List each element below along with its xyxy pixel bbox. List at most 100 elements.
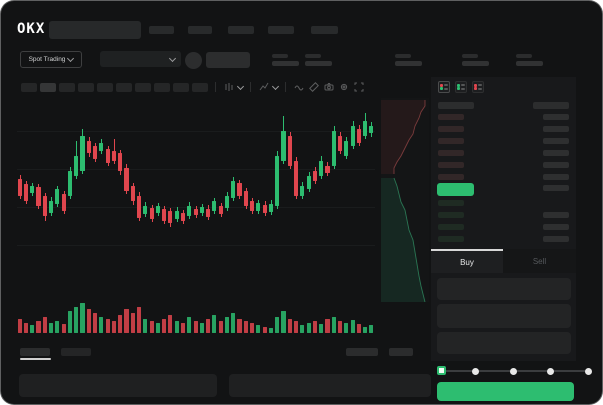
- pair-selector-dropdown[interactable]: [100, 51, 181, 67]
- volume-bar: [356, 324, 361, 333]
- market-type-dropdown[interactable]: Spot Trading: [20, 51, 82, 68]
- book-view-bids-only-icon[interactable]: [455, 81, 467, 93]
- candle-body: [337, 136, 343, 151]
- nav-item-placeholder[interactable]: [188, 26, 212, 34]
- chart-bottom-tab-active[interactable]: [20, 348, 50, 356]
- last-price-pill: [437, 183, 474, 196]
- divider: [285, 82, 286, 92]
- price-input[interactable]: [437, 278, 571, 300]
- volume-bar: [206, 319, 211, 333]
- slider-handle[interactable]: [437, 366, 446, 375]
- total-input[interactable]: [437, 332, 571, 354]
- tab-buy[interactable]: Buy: [431, 249, 503, 273]
- slider-stop[interactable]: [584, 367, 592, 375]
- candle-body: [36, 187, 41, 206]
- candle-body: [224, 196, 230, 208]
- chart-style-icon[interactable]: [223, 81, 235, 93]
- timeframe-button[interactable]: [21, 82, 37, 92]
- candle-body: [17, 179, 22, 196]
- timeframe-button[interactable]: [192, 82, 208, 92]
- candle-body: [268, 204, 273, 212]
- bid-price-bar[interactable]: [438, 236, 464, 242]
- timeframe-button[interactable]: [78, 82, 94, 92]
- timeframe-button[interactable]: [154, 82, 170, 92]
- volume-bar: [275, 317, 280, 333]
- volume-bar: [187, 317, 192, 333]
- okx-logo: OKX: [17, 21, 46, 37]
- buy-submit-button[interactable]: [437, 382, 574, 401]
- candle-body: [262, 205, 267, 213]
- volume-bars: [17, 295, 375, 333]
- timeframe-button[interactable]: [59, 82, 75, 92]
- camera-icon[interactable]: [323, 81, 335, 93]
- amount-input[interactable]: [437, 304, 571, 328]
- volume-bar: [312, 321, 317, 333]
- volume-bar: [36, 321, 41, 333]
- volume-bar: [218, 321, 223, 333]
- ask-price-bar[interactable]: [438, 150, 464, 156]
- book-view-asks-only-icon[interactable]: [472, 81, 484, 93]
- candle-body: [86, 141, 91, 153]
- slider-stop[interactable]: [509, 367, 517, 375]
- book-header-amount: [533, 102, 569, 109]
- volume-bar: [256, 325, 261, 333]
- nav-item-placeholder[interactable]: [149, 26, 174, 34]
- volume-bar: [30, 325, 35, 333]
- book-view-combined-book-icon[interactable]: [438, 81, 450, 93]
- candle-body: [256, 203, 261, 211]
- nav-item-placeholder[interactable]: [268, 26, 294, 34]
- ask-amount-bar: [543, 185, 569, 191]
- chart-bottom-link[interactable]: [389, 348, 413, 356]
- chart-bottom-tab[interactable]: [61, 348, 91, 356]
- ask-price-bar[interactable]: [438, 174, 464, 180]
- bid-price-bar[interactable]: [438, 224, 464, 230]
- ticker-stat-label: [462, 54, 478, 58]
- candle-body: [136, 196, 142, 218]
- indicators-icon[interactable]: [258, 81, 270, 93]
- ask-price-bar[interactable]: [438, 162, 464, 168]
- timeframe-button[interactable]: [135, 82, 151, 92]
- slider-stop[interactable]: [472, 367, 479, 375]
- volume-bar: [237, 319, 242, 333]
- timeframe-button[interactable]: [116, 82, 132, 92]
- tab-sell[interactable]: Sell: [503, 249, 576, 273]
- candle-body: [105, 149, 110, 163]
- volume-bar: [111, 321, 116, 333]
- slider-stop[interactable]: [547, 367, 554, 375]
- settings-icon[interactable]: [338, 81, 350, 93]
- ask-price-bar[interactable]: [438, 126, 464, 132]
- ask-price-bar[interactable]: [438, 138, 464, 144]
- nav-item-placeholder[interactable]: [311, 26, 338, 34]
- nav-item-placeholder[interactable]: [228, 26, 254, 34]
- candle-body: [281, 131, 286, 161]
- candle-body: [130, 186, 135, 201]
- candle-body: [287, 136, 292, 166]
- timeframe-button[interactable]: [173, 82, 189, 92]
- line-tool-icon[interactable]: [293, 81, 305, 93]
- volume-bar: [143, 319, 148, 333]
- draw-tool-icon[interactable]: [308, 81, 320, 93]
- ticker-stat-label: [305, 54, 321, 58]
- bid-price-bar[interactable]: [438, 200, 464, 206]
- ask-price-bar[interactable]: [438, 114, 464, 120]
- timeframe-button[interactable]: [97, 82, 113, 92]
- ticker-stats-row: [1, 46, 602, 71]
- ticker-stat-value: [272, 61, 299, 66]
- bid-amount-bar: [543, 236, 569, 242]
- search-input[interactable]: [49, 21, 141, 39]
- chevron-down-icon[interactable]: [236, 82, 245, 90]
- volume-bar: [306, 323, 311, 333]
- volume-bar: [337, 321, 343, 333]
- timeframe-button[interactable]: [40, 82, 56, 92]
- bid-price-bar[interactable]: [438, 212, 464, 218]
- fullscreen-icon[interactable]: [353, 81, 365, 93]
- chevron-down-icon[interactable]: [271, 82, 280, 90]
- candle-body: [30, 186, 35, 193]
- chart-toolbar: [21, 81, 377, 93]
- amount-percent-slider[interactable]: [437, 365, 592, 377]
- volume-bar: [105, 319, 110, 333]
- chart-bottom-link[interactable]: [346, 348, 378, 356]
- volume-bar: [212, 315, 217, 333]
- candle-body: [344, 141, 349, 156]
